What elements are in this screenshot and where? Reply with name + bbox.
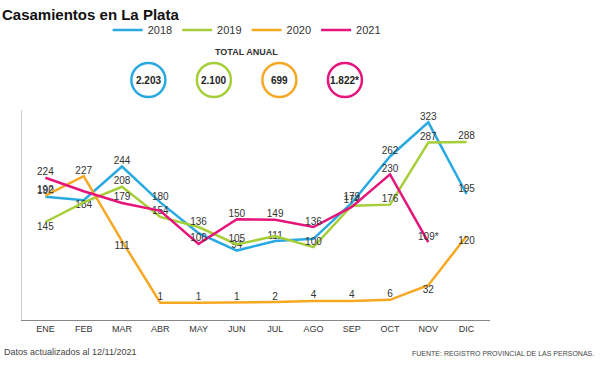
svg-text:287: 287 — [420, 131, 437, 142]
svg-text:1: 1 — [234, 291, 240, 302]
svg-text:111: 111 — [268, 230, 284, 241]
svg-text:SEP: SEP — [343, 324, 361, 334]
svg-text:JUL: JUL — [267, 324, 283, 334]
svg-text:111: 111 — [114, 240, 130, 251]
svg-text:32: 32 — [423, 284, 435, 295]
svg-text:230: 230 — [382, 163, 399, 174]
svg-text:195: 195 — [458, 183, 475, 194]
svg-text:NOV: NOV — [419, 324, 439, 334]
svg-text:OCT: OCT — [381, 324, 401, 334]
svg-text:184: 184 — [75, 199, 92, 210]
svg-text:150: 150 — [229, 208, 246, 219]
svg-text:109*: 109* — [418, 231, 439, 242]
svg-text:105: 105 — [229, 233, 246, 244]
svg-text:JUN: JUN — [228, 324, 246, 334]
svg-text:4: 4 — [349, 289, 355, 300]
svg-text:2.203: 2.203 — [136, 75, 161, 86]
svg-text:FUENTE: REGISTRO PROVINCIAL DE: FUENTE: REGISTRO PROVINCIAL DE LAS PERSO… — [412, 350, 594, 357]
svg-text:145: 145 — [37, 221, 54, 232]
svg-text:288: 288 — [458, 130, 475, 141]
svg-text:190: 190 — [37, 185, 54, 196]
svg-text:6: 6 — [387, 288, 393, 299]
svg-text:136: 136 — [305, 216, 322, 227]
svg-text:174: 174 — [343, 194, 360, 205]
svg-text:154: 154 — [152, 205, 169, 216]
svg-text:262: 262 — [382, 145, 399, 156]
svg-text:176: 176 — [382, 193, 399, 204]
svg-text:4: 4 — [311, 289, 317, 300]
svg-text:2021: 2021 — [356, 24, 380, 36]
svg-text:180: 180 — [152, 191, 169, 202]
svg-text:TOTAL ANUAL: TOTAL ANUAL — [215, 47, 278, 57]
svg-text:179: 179 — [114, 191, 131, 202]
svg-text:149: 149 — [267, 208, 284, 219]
svg-text:FEB: FEB — [75, 324, 93, 334]
svg-text:MAR: MAR — [112, 324, 133, 334]
svg-text:2.100: 2.100 — [201, 75, 226, 86]
svg-text:227: 227 — [75, 165, 92, 176]
svg-text:Casamientos en La Plata: Casamientos en La Plata — [2, 6, 179, 23]
svg-text:179: 179 — [343, 191, 360, 202]
svg-text:2: 2 — [272, 291, 278, 302]
svg-text:224: 224 — [37, 166, 54, 177]
svg-text:Datos actualizados al 12/11/20: Datos actualizados al 12/11/2021 — [4, 347, 136, 357]
svg-text:1.822*: 1.822* — [330, 75, 359, 86]
svg-text:ABR: ABR — [151, 324, 170, 334]
svg-text:106: 106 — [190, 232, 207, 243]
svg-text:323: 323 — [420, 111, 437, 122]
svg-text:1: 1 — [157, 291, 163, 302]
svg-text:2020: 2020 — [287, 24, 311, 36]
svg-text:120: 120 — [458, 235, 475, 246]
svg-text:244: 244 — [114, 155, 131, 166]
svg-text:MAY: MAY — [189, 324, 208, 334]
svg-text:100: 100 — [305, 236, 322, 247]
svg-text:2019: 2019 — [217, 24, 241, 36]
svg-text:136: 136 — [190, 216, 207, 227]
svg-text:192: 192 — [37, 184, 54, 195]
svg-text:AGO: AGO — [303, 324, 323, 334]
svg-text:ENE: ENE — [36, 324, 55, 334]
svg-text:DIC: DIC — [459, 324, 475, 334]
svg-text:208: 208 — [114, 175, 131, 186]
svg-text:699: 699 — [271, 75, 288, 86]
svg-text:2018: 2018 — [148, 24, 172, 36]
svg-text:1: 1 — [196, 291, 202, 302]
svg-text:94: 94 — [231, 239, 243, 250]
